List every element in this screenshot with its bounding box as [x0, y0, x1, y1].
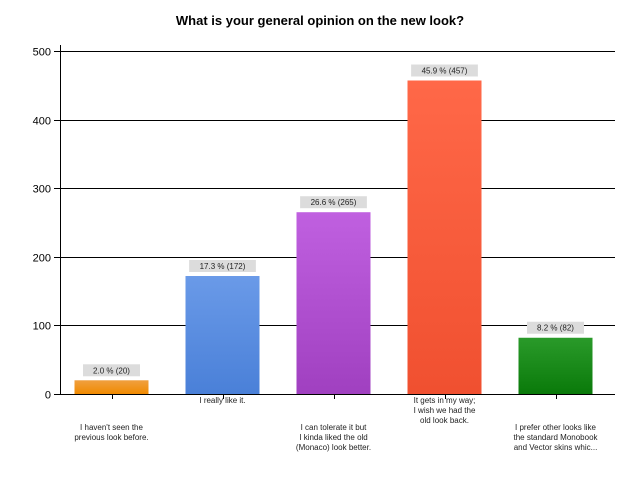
category-label: I really like it. [199, 396, 245, 405]
category-label: I can tolerate it but [301, 423, 368, 432]
bar [185, 276, 260, 394]
bar [518, 337, 593, 394]
data-label-box [300, 196, 367, 209]
data-label: 2.0 % (20) [93, 366, 130, 375]
axes: 0 100 200 300 400 500 [33, 45, 615, 402]
category-label: (Monaco) look better. [296, 443, 371, 452]
data-label: 26.6 % (265) [311, 198, 357, 207]
category-label: I prefer other looks like [515, 423, 596, 432]
grid-lines [60, 51, 615, 326]
data-label-box [83, 364, 140, 377]
data-label-box [189, 260, 256, 273]
category-label: It gets in my way; [414, 396, 476, 405]
category-label: old look back. [420, 416, 469, 425]
category-label: I wish we had the [414, 406, 476, 415]
data-label: 45.9 % (457) [422, 66, 468, 75]
data-label-box [411, 64, 478, 77]
y-tick-label: 0 [45, 390, 51, 402]
data-label: 17.3 % (172) [200, 262, 246, 271]
data-labels: 2.0 % (20) 17.3 % (172) 26.6 % (265) 45.9 %… [83, 64, 584, 377]
category-label: previous look before. [74, 433, 148, 442]
bar [296, 212, 371, 394]
category-label: and Vector skins whic... [514, 443, 598, 452]
y-tick-label: 200 [33, 253, 51, 265]
y-tick-label: 100 [33, 321, 51, 333]
category-label: I haven't seen the [80, 423, 143, 432]
y-tick-label: 500 [33, 47, 51, 59]
y-tick-label: 400 [33, 116, 51, 128]
chart-title: What is your general opinion on the new … [176, 13, 464, 28]
bars [74, 80, 593, 395]
category-label: I kinda liked the old [299, 433, 368, 442]
y-tick-label: 300 [33, 184, 51, 196]
data-label: 8.2 % (82) [537, 324, 574, 333]
bar [407, 80, 482, 395]
category-label: the standard Monobook [513, 433, 598, 442]
bar [74, 380, 149, 394]
data-label-box [527, 321, 584, 334]
